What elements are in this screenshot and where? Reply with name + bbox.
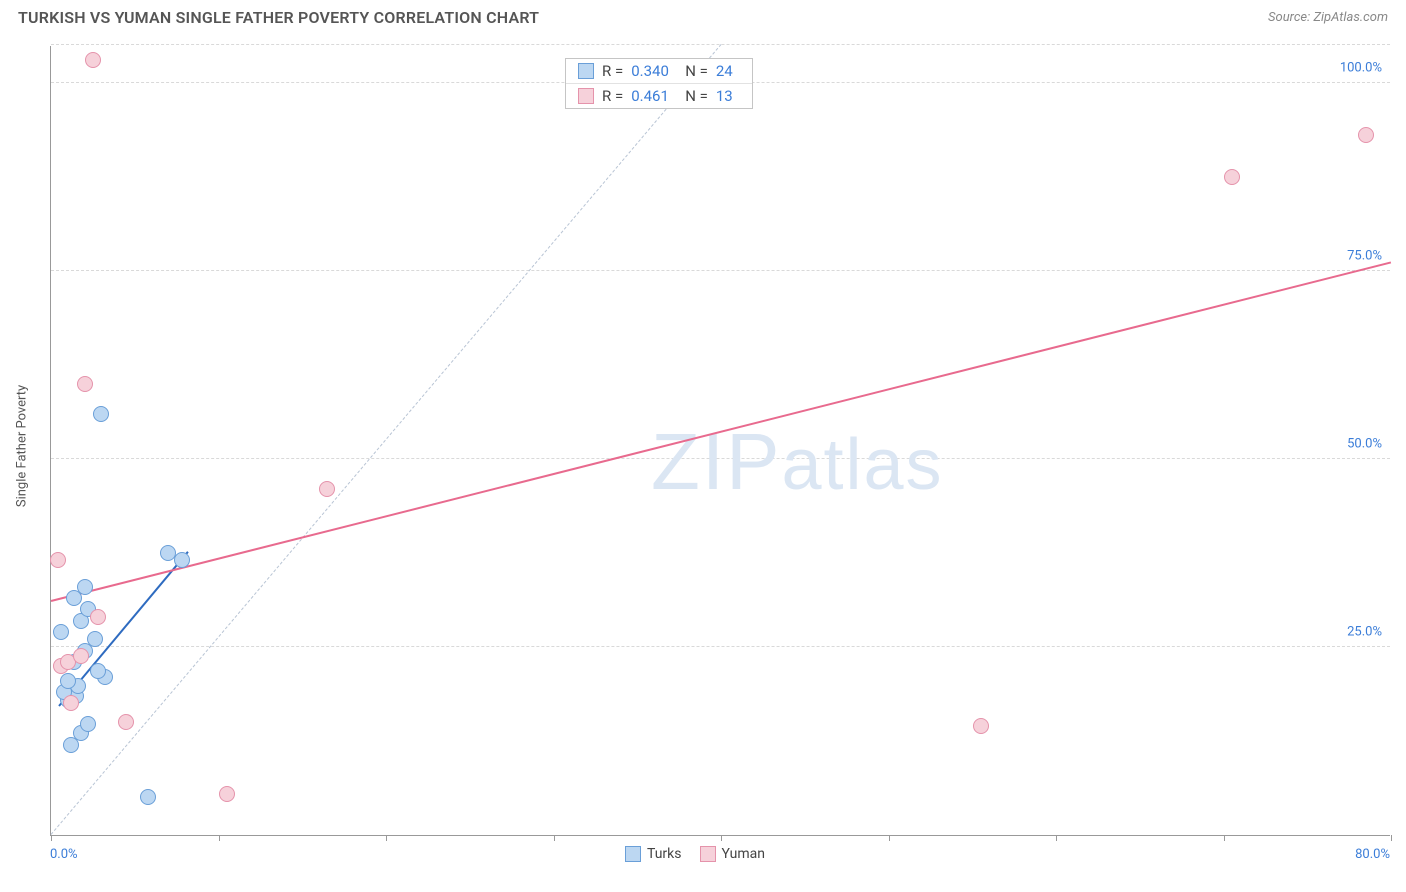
gridline [51,458,1390,459]
data-point [1358,127,1374,143]
legend-r-value: 0.461 [631,87,677,105]
y-tick-label: 50.0% [1347,436,1382,451]
data-point [219,786,235,802]
legend-row: R = 0.461 N = 13 [566,83,752,108]
legend-swatch [578,88,594,104]
x-tick [51,835,52,841]
x-tick [1391,835,1392,841]
gridline [51,270,1390,271]
x-tick [386,835,387,841]
data-point [73,648,89,664]
legend-item: Yuman [700,846,765,862]
source-attribution: Source: ZipAtlas.com [1268,10,1388,25]
page-title: TURKISH VS YUMAN SINGLE FATHER POVERTY C… [18,8,539,27]
x-tick [1056,835,1057,841]
legend-n-label: N = [685,87,708,105]
data-point [1224,169,1240,185]
plot-area: 25.0% 50.0% 75.0% 100.0% ZIPatlas [50,46,1390,836]
x-tick-label: 80.0% [1355,847,1390,862]
legend-swatch [625,846,641,862]
legend-label: Yuman [722,846,765,862]
legend-item: Turks [625,846,682,862]
data-point [77,579,93,595]
legend-r-label: R = [602,62,623,80]
x-tick [1224,835,1225,841]
x-tick [889,835,890,841]
legend-n-value: 24 [716,62,740,80]
data-point [63,695,79,711]
data-point [87,631,103,647]
y-tick-label: 75.0% [1347,248,1382,263]
x-tick-label: 0.0% [50,847,78,862]
x-tick [721,835,722,841]
data-point [90,609,106,625]
legend-n-label: N = [685,62,708,80]
y-axis-label: Single Father Poverty [15,385,30,507]
watermark: ZIPatlas [651,416,944,508]
data-point [85,52,101,68]
data-point [973,718,989,734]
legend-n-value: 13 [716,87,740,105]
legend-row: R = 0.340 N = 24 [566,59,752,83]
data-point [174,552,190,568]
data-point [160,545,176,561]
data-point [80,716,96,732]
x-tick [554,835,555,841]
legend-r-value: 0.340 [631,62,677,80]
data-point [319,481,335,497]
stats-legend: R = 0.340 N = 24 R = 0.461 N = 13 [565,58,753,109]
legend-label: Turks [647,846,682,862]
series-legend: Turks Yuman [625,846,765,862]
x-tick [219,835,220,841]
data-point [50,552,66,568]
reference-line [51,44,722,835]
data-point [118,714,134,730]
data-point [140,789,156,805]
y-tick-label: 100.0% [1340,60,1382,75]
gridline [51,646,1390,647]
legend-r-label: R = [602,87,623,105]
data-point [53,624,69,640]
data-point [93,406,109,422]
legend-swatch [700,846,716,862]
chart: 25.0% 50.0% 75.0% 100.0% ZIPatlas [50,46,1390,836]
data-point [60,673,76,689]
data-point [77,376,93,392]
data-point [90,663,106,679]
legend-swatch [578,63,594,79]
trend-line [51,261,1391,602]
y-tick-label: 25.0% [1347,624,1382,639]
